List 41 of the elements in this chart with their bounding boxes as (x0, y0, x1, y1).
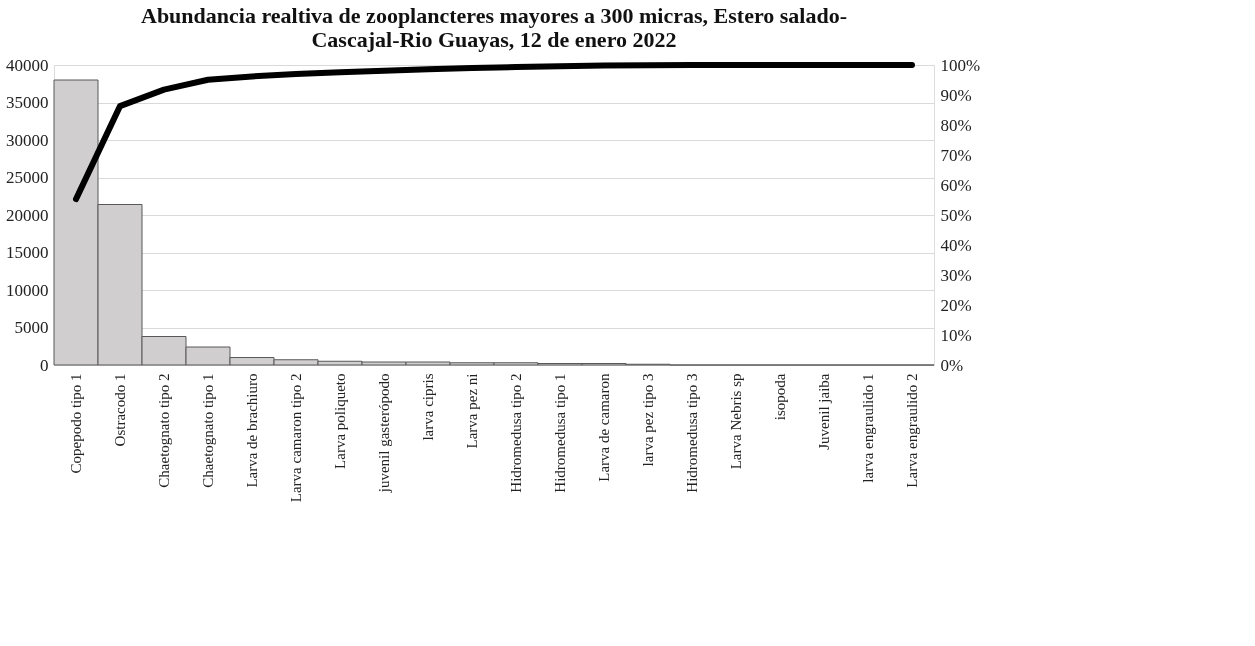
x-tick-label: Larva pez ni (464, 373, 480, 449)
x-tick-label: juvenil gasterópodo (376, 373, 392, 494)
x-tick-label: Hidromedusa tipo 1 (552, 373, 568, 493)
y2-tick-label: 60% (940, 175, 972, 195)
y2-tick-label: 40% (940, 235, 972, 255)
y2-tick-label: 50% (940, 205, 972, 225)
x-tick-label: Juvenil jaiba (816, 373, 832, 450)
x-tick-label: isopoda (772, 373, 788, 421)
y2-tick-label: 80% (940, 115, 972, 135)
y2-tick-label: 0% (940, 355, 964, 375)
x-tick-label: Larva poliqueto (332, 373, 348, 469)
x-tick-label: Hidromedusa tipo 3 (684, 373, 700, 493)
x-tick-label: Chaetognato tipo 2 (156, 373, 172, 488)
y-tick-label: 0 (40, 355, 49, 375)
y2-tick-label: 20% (940, 295, 972, 315)
y-tick-label: 40000 (6, 55, 49, 75)
chart-title: Abundancia realtiva de zooplancteres mayores a 300 micras, Estero salado-Cascajal-Rio Guayas, 12 de enero 2022 (141, 3, 847, 52)
y2-tick-label: 70% (940, 145, 972, 165)
x-tick-label: Larva de brachiuro (244, 373, 260, 488)
y-tick-label: 15000 (6, 243, 49, 262)
x-tick-label: Hidromedusa tipo 2 (508, 373, 524, 493)
y-tick-label: 5000 (14, 318, 49, 337)
x-tick-label: Larva de camaron (596, 373, 612, 482)
x-tick-label: larva pez tipo 3 (640, 373, 656, 467)
x-tick-label: larva cipris (420, 373, 436, 441)
y-tick-label: 35000 (6, 93, 49, 112)
y-tick-label: 20000 (6, 205, 49, 225)
y2-tick-label: 100% (940, 55, 981, 75)
x-tick-label: Ostracodo 1 (112, 373, 128, 447)
y-tick-label: 25000 (6, 168, 49, 187)
y-tick-label: 30000 (6, 130, 49, 150)
y-tick-label: 10000 (6, 280, 49, 300)
x-tick-label: Larva camaron tipo 2 (288, 373, 304, 503)
y2-tick-label: 10% (940, 325, 972, 345)
x-tick-label: Larva Nebris sp (728, 373, 744, 470)
x-tick-label: Chaetognato tipo 1 (200, 373, 216, 488)
x-tick-label: Copepodo tipo 1 (68, 373, 84, 474)
x-tick-label: larva engraulido 1 (860, 373, 876, 483)
y2-tick-label: 90% (940, 85, 972, 105)
y2-tick-label: 30% (940, 265, 972, 285)
x-tick-label: Larva engraulido 2 (904, 373, 920, 488)
